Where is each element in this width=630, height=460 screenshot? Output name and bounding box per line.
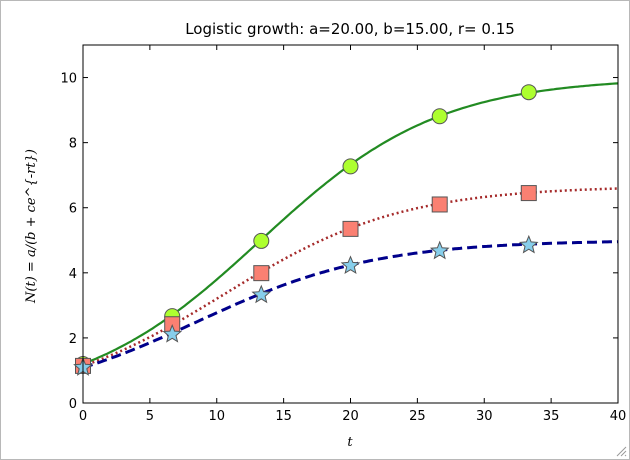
y-tick-label: 2 — [69, 332, 77, 347]
star-marker — [518, 234, 539, 254]
x-tick-label: 25 — [409, 409, 426, 424]
axes-frame — [82, 44, 619, 404]
star-marker — [429, 240, 450, 260]
x-tick-label: 20 — [342, 409, 359, 424]
x-tick-label: 30 — [476, 409, 493, 424]
star-marker — [251, 284, 272, 304]
square-marker — [431, 196, 448, 213]
square-marker — [253, 265, 270, 282]
y-tick-label: 0 — [69, 397, 77, 412]
x-tick-label: 0 — [79, 409, 87, 424]
circle-marker — [342, 158, 359, 175]
circle-marker — [520, 84, 537, 101]
square-marker — [520, 185, 537, 202]
square-marker — [342, 220, 359, 237]
x-axis-label: t — [347, 435, 353, 450]
chart-title: Logistic growth: a=20.00, b=15.00, r= 0.… — [185, 20, 515, 38]
x-tick-label: 40 — [610, 409, 627, 424]
y-tick-label: 10 — [60, 72, 77, 87]
x-tick-label: 5 — [146, 409, 154, 424]
y-tick-label: 4 — [69, 267, 77, 282]
plot-area: 0 5 10 15 20 25 30 35 40 0 2 4 6 8 10 — [60, 44, 627, 424]
resize-grip-icon[interactable] — [615, 445, 627, 457]
star-marker — [162, 323, 183, 343]
series-dotted-line — [82, 187, 619, 368]
star-marker — [340, 255, 361, 274]
x-tick-label: 35 — [543, 409, 560, 424]
y-tick-label: 8 — [69, 137, 77, 152]
x-tick-label: 10 — [208, 409, 225, 424]
x-tick-label: 15 — [275, 409, 292, 424]
y-tick-label: 6 — [69, 202, 77, 217]
y-axis-label: N(t) = a/(b + ce^{-rt}) — [24, 149, 39, 304]
circle-marker — [253, 232, 270, 249]
circle-marker — [431, 108, 448, 125]
